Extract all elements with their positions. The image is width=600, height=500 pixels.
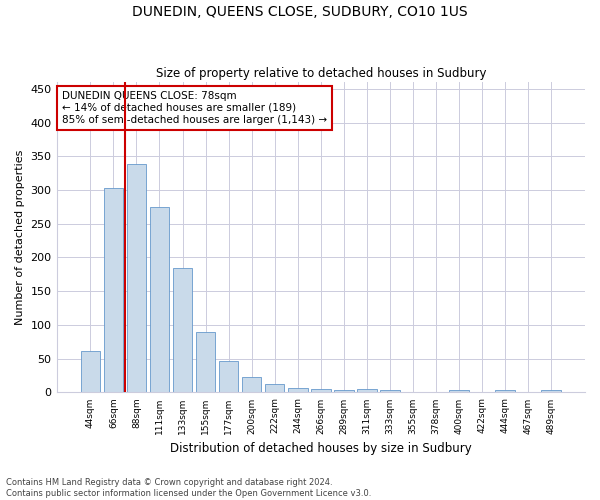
Bar [149, 207, 169, 392]
Bar [288, 388, 308, 392]
Bar [265, 384, 284, 392]
Text: DUNEDIN QUEENS CLOSE: 78sqm
← 14% of detached houses are smaller (189)
85% of se: DUNEDIN QUEENS CLOSE: 78sqm ← 14% of det… [62, 92, 327, 124]
Bar [127, 164, 146, 392]
Bar [496, 390, 515, 392]
Title: Size of property relative to detached houses in Sudbury: Size of property relative to detached ho… [155, 66, 486, 80]
Text: DUNEDIN, QUEENS CLOSE, SUDBURY, CO10 1US: DUNEDIN, QUEENS CLOSE, SUDBURY, CO10 1US [132, 5, 468, 19]
Bar [541, 390, 561, 392]
Y-axis label: Number of detached properties: Number of detached properties [15, 150, 25, 325]
Text: Contains HM Land Registry data © Crown copyright and database right 2024.
Contai: Contains HM Land Registry data © Crown c… [6, 478, 371, 498]
X-axis label: Distribution of detached houses by size in Sudbury: Distribution of detached houses by size … [170, 442, 472, 455]
Bar [104, 188, 123, 392]
Bar [380, 390, 400, 392]
Bar [357, 389, 377, 392]
Bar [219, 362, 238, 392]
Bar [173, 268, 193, 392]
Bar [80, 350, 100, 393]
Bar [242, 377, 262, 392]
Bar [196, 332, 215, 392]
Bar [449, 390, 469, 392]
Bar [311, 389, 331, 392]
Bar [334, 390, 353, 392]
